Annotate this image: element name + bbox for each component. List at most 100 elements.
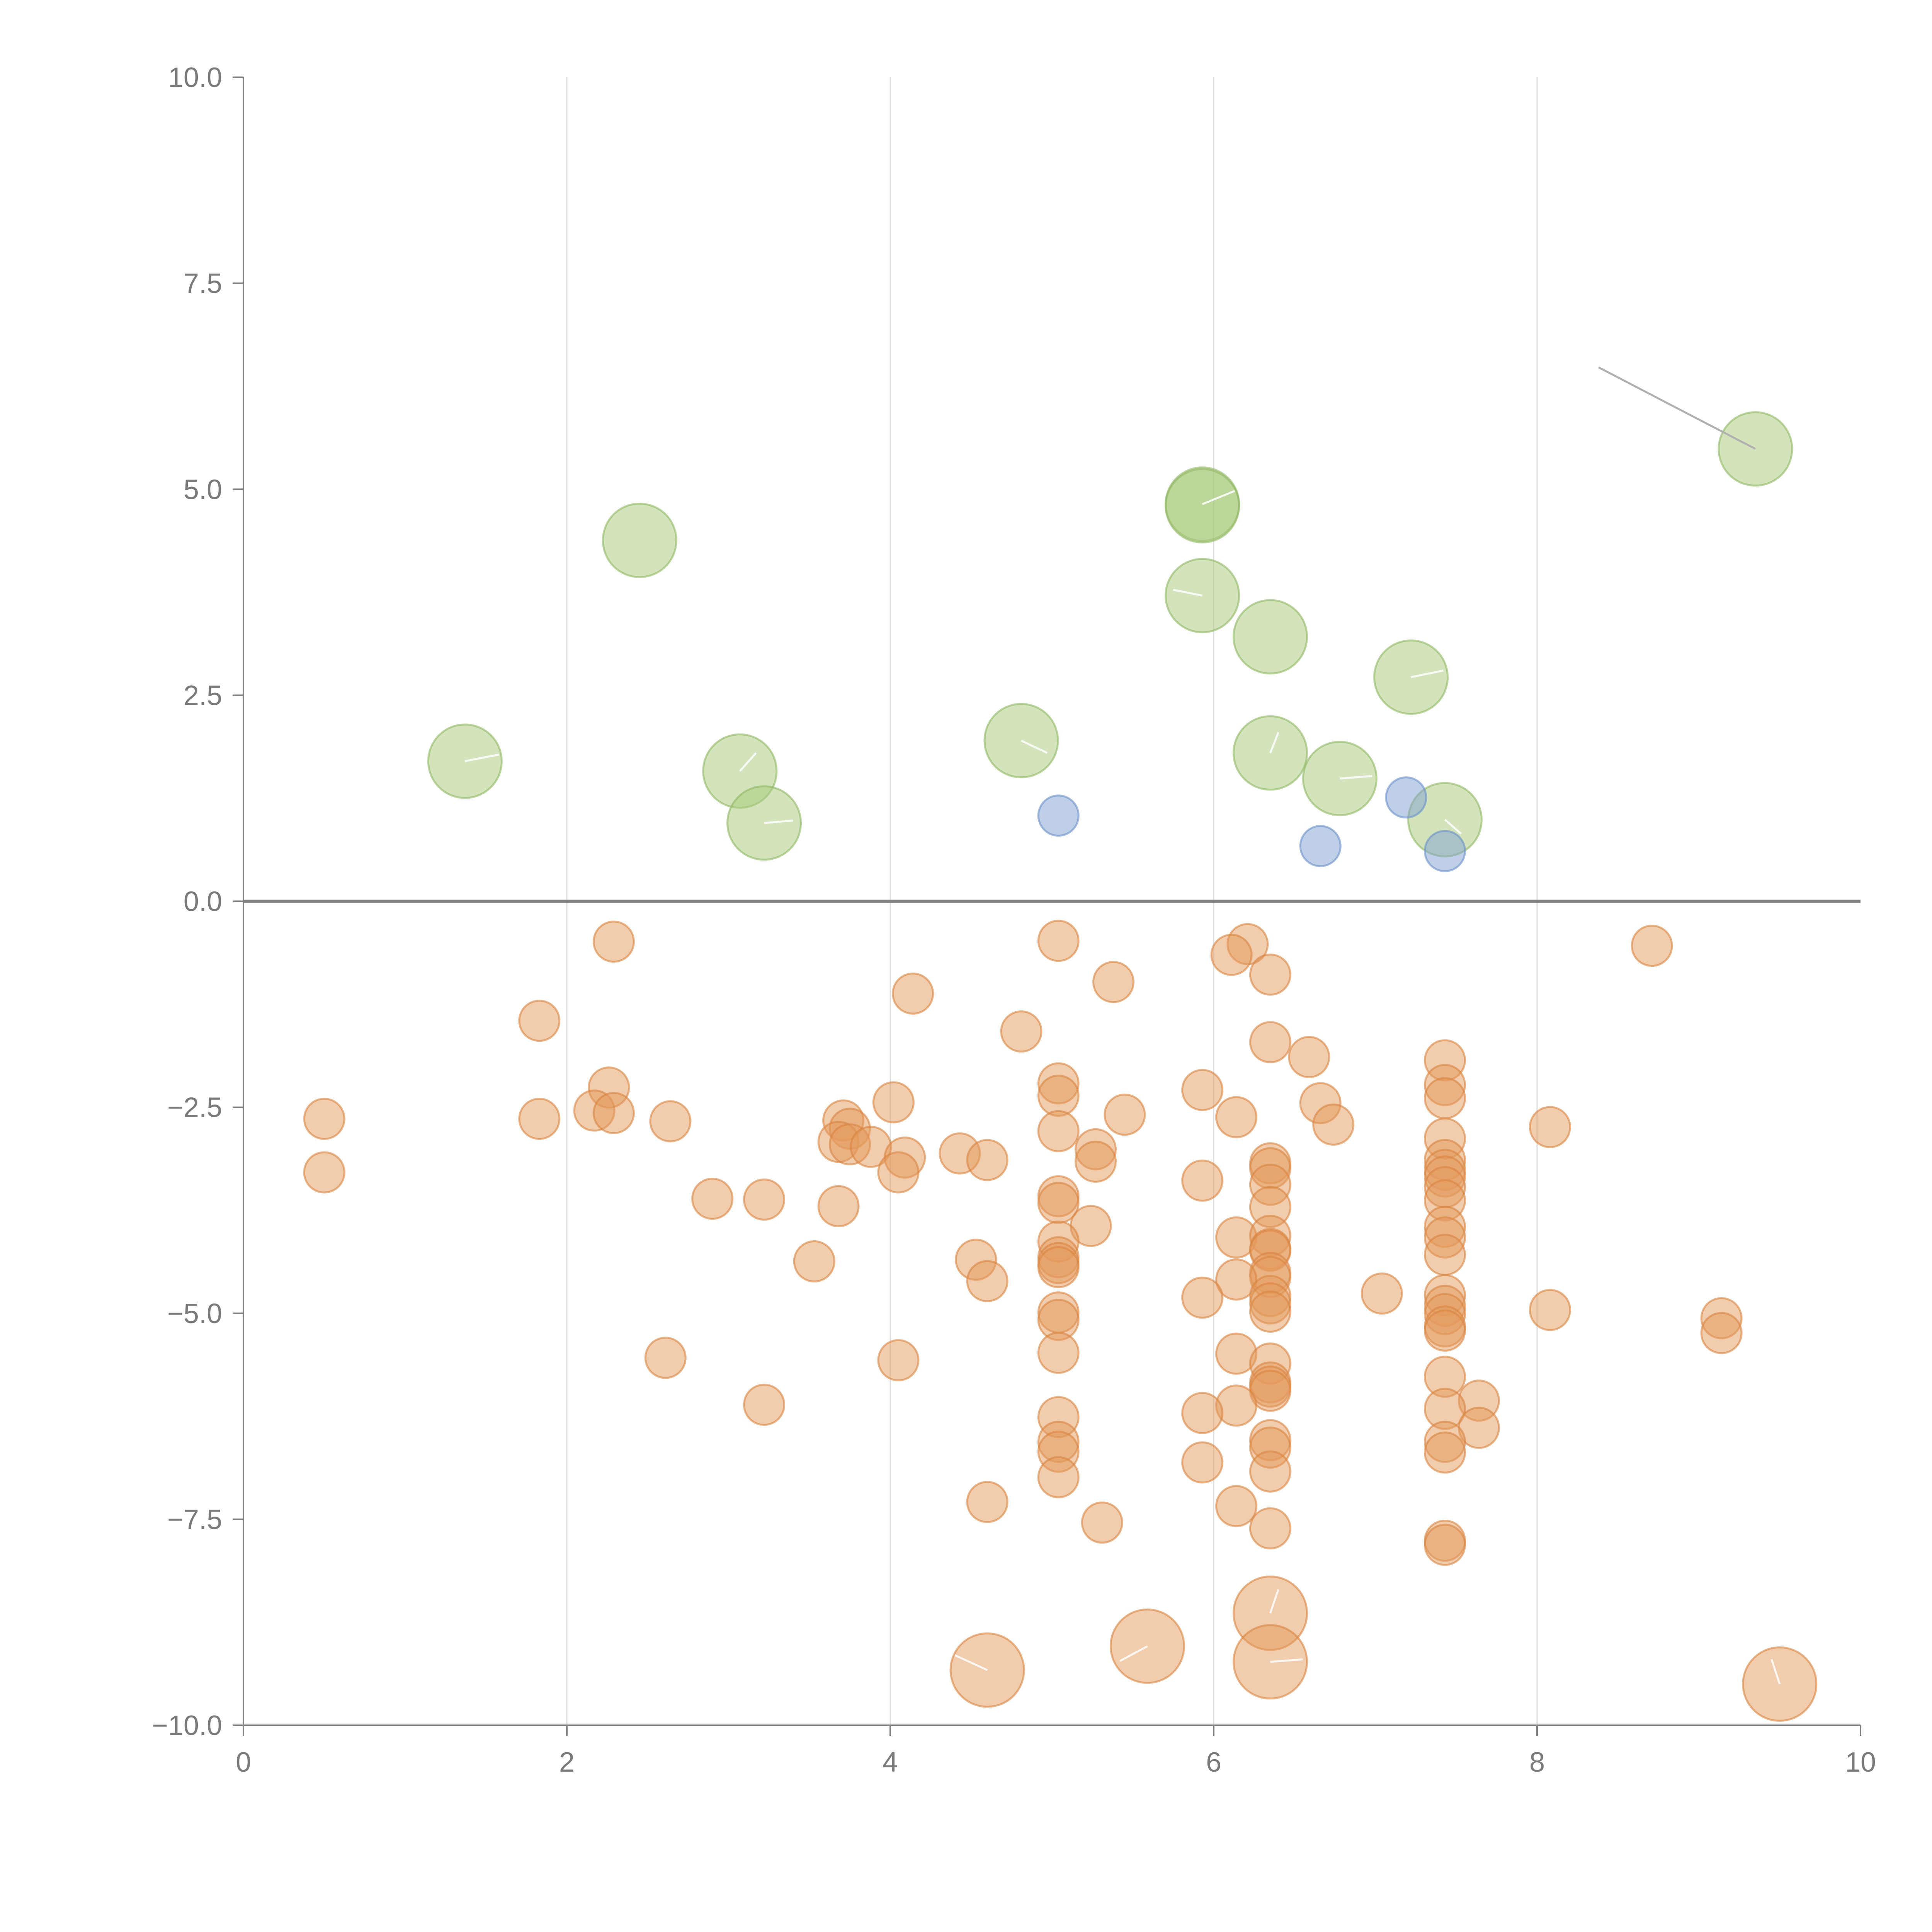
point-orange-53: [691, 1177, 734, 1220]
point-orange-77: [1361, 1272, 1403, 1315]
point-blue-2: [1385, 776, 1427, 819]
point-orange-113: [1423, 1431, 1466, 1474]
y-tick-label: −7.5: [167, 1504, 222, 1535]
point-orange-57: [817, 1185, 860, 1228]
leader-line-11: [954, 1654, 988, 1671]
point-orange-26: [518, 1097, 561, 1140]
point-orange-18: [1423, 1077, 1466, 1119]
point-orange-54: [743, 1178, 786, 1221]
point-orange-30: [1529, 1106, 1571, 1148]
leader-line-5: [1173, 588, 1203, 597]
y-tick-label: −5.0: [167, 1298, 222, 1329]
leader-line-2: [764, 820, 794, 824]
leader-line-15: [1770, 1659, 1781, 1685]
y-tick-label: 5.0: [184, 474, 222, 505]
point-orange-91: [1700, 1312, 1743, 1354]
point-orange-8: [518, 1000, 561, 1042]
x-tick-label: 0: [236, 1747, 251, 1778]
y-tick-label: 0.0: [184, 886, 222, 917]
point-orange-24: [1104, 1094, 1146, 1136]
point-orange-115: [1249, 1450, 1291, 1493]
annotation-leaders: [464, 366, 1781, 1685]
point-orange-72: [1037, 1246, 1080, 1288]
point-orange-119: [1081, 1501, 1123, 1544]
leader-line-1: [739, 752, 757, 772]
point-orange-75: [1215, 1258, 1258, 1301]
point-orange-1: [1037, 920, 1080, 962]
point-orange-40: [966, 1139, 1009, 1181]
point-blue-1: [1299, 825, 1342, 867]
point-orange-93: [1037, 1332, 1080, 1374]
x-tick-label: 6: [1206, 1747, 1221, 1778]
x-tick-label: 8: [1529, 1747, 1545, 1778]
y-tick-label: 2.5: [184, 680, 222, 711]
point-orange-19: [872, 1081, 915, 1124]
point-orange-69: [793, 1240, 835, 1282]
leader-line-8: [1411, 669, 1444, 678]
point-green-0: [427, 723, 503, 799]
point-orange-32: [1037, 1110, 1080, 1152]
leader-line-3: [1020, 740, 1048, 754]
point-orange-68: [1423, 1233, 1466, 1276]
axes: 10.0 7.5 5.0 2.5 0.0 −2.5 −5.0 −7.5 −10.0 0 2 4 6 8 10: [152, 62, 1876, 1778]
leader-line-13: [1269, 1589, 1279, 1614]
leader-line-6: [1269, 732, 1279, 753]
point-orange-42: [1074, 1140, 1117, 1183]
point-orange-117: [966, 1481, 1009, 1523]
point-orange-49: [1181, 1159, 1224, 1202]
point-green-13: [1165, 468, 1240, 544]
point-orange-80: [1181, 1276, 1224, 1319]
point-orange-9: [1000, 1010, 1043, 1053]
point-orange-47: [877, 1151, 920, 1194]
point-orange-0: [592, 920, 635, 963]
point-orange-22: [592, 1092, 635, 1134]
leader-line-4: [1202, 490, 1235, 505]
point-orange-5: [1092, 961, 1135, 1003]
y-tick-label: 7.5: [184, 268, 222, 299]
data-points: [303, 411, 1818, 1722]
leader-line-10: [1598, 366, 1756, 450]
point-orange-4: [1631, 925, 1673, 967]
point-orange-7: [892, 972, 934, 1015]
point-orange-27: [649, 1100, 692, 1143]
point-blue-0: [1037, 794, 1080, 837]
point-green-3: [726, 785, 802, 861]
point-orange-118: [1215, 1485, 1258, 1527]
point-orange-95: [877, 1339, 920, 1381]
x-tick-label: 4: [883, 1747, 898, 1778]
x-tick-label: 2: [559, 1747, 575, 1778]
point-blue-3: [1423, 830, 1466, 872]
leader-line-9: [1444, 819, 1462, 835]
point-orange-120: [1249, 1507, 1291, 1549]
point-green-7: [1232, 599, 1308, 675]
point-orange-17: [1037, 1075, 1080, 1117]
point-orange-83: [1529, 1289, 1571, 1331]
leader-line-12: [1119, 1645, 1148, 1662]
leader-line-0: [464, 753, 499, 762]
point-orange-105: [1181, 1392, 1224, 1434]
point-orange-29: [1312, 1103, 1355, 1146]
point-orange-3: [1210, 934, 1253, 976]
point-orange-25: [303, 1097, 345, 1140]
point-orange-122: [1423, 1524, 1466, 1566]
point-orange-23: [1215, 1096, 1258, 1138]
point-green-1: [602, 502, 677, 578]
point-orange-46: [303, 1151, 345, 1194]
y-tick-label: −2.5: [167, 1092, 222, 1123]
point-orange-114: [1181, 1441, 1224, 1484]
point-orange-10: [1249, 1021, 1291, 1063]
point-orange-116: [1037, 1456, 1080, 1498]
x-tick-label: 10: [1845, 1747, 1876, 1778]
y-tick-label: 10.0: [168, 62, 222, 93]
leader-line-14: [1270, 1658, 1303, 1663]
y-tick-label: −10.0: [152, 1710, 222, 1741]
point-orange-16: [1181, 1069, 1224, 1111]
point-orange-85: [1249, 1290, 1291, 1333]
point-orange-90: [1423, 1310, 1466, 1352]
point-orange-76: [966, 1260, 1009, 1303]
point-orange-94: [644, 1337, 687, 1379]
leader-line-7: [1340, 775, 1372, 780]
point-orange-11: [1288, 1036, 1330, 1078]
point-orange-6: [1249, 953, 1291, 996]
